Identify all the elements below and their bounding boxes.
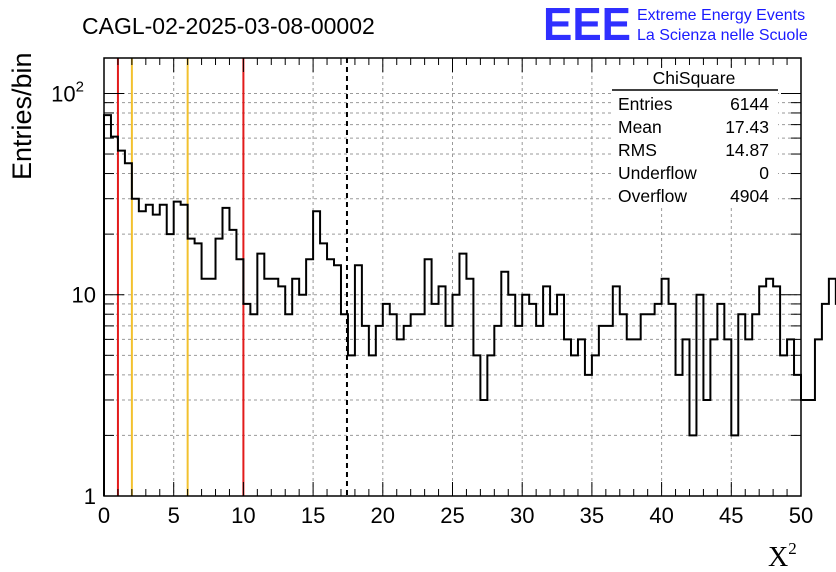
- stats-value: 0: [759, 163, 769, 183]
- stats-value: 6144: [730, 94, 769, 114]
- x-tick-label: 20: [371, 503, 395, 528]
- stats-value: 14.87: [725, 140, 769, 160]
- x-tick-label: 5: [168, 503, 180, 528]
- stats-label: Underflow: [618, 163, 697, 183]
- logo-mark: EEE: [543, 0, 631, 50]
- x-axis-label: X2: [768, 539, 797, 572]
- x-tick-label: 30: [510, 503, 534, 528]
- stats-label: Mean: [618, 117, 662, 137]
- x-tick-label: 15: [301, 503, 325, 528]
- axis-ticks: [103, 58, 802, 497]
- y-tick-label: 10: [72, 283, 96, 308]
- chart-title: CAGL-02-2025-03-08-00002: [82, 13, 375, 39]
- tick-labels: 0 5 10 15 20 25 30 35 40 45 50 1 10 102: [51, 78, 813, 528]
- x-tick-label: 10: [231, 503, 255, 528]
- stats-rows: Entries 6144 Mean 17.43 RMS 14.87 Underflow 0 Ov…: [618, 94, 769, 206]
- x-axis-label-base: X: [768, 542, 788, 572]
- x-tick-label: 0: [98, 503, 110, 528]
- eee-logo: EEE Extreme Energy Events La Scienza nel…: [543, 0, 808, 50]
- logo-line-2: La Scienza nelle Scuole: [637, 27, 808, 44]
- stats-label: RMS: [618, 140, 657, 160]
- stats-title: ChiSquare: [653, 68, 736, 88]
- stats-box-bg: [612, 68, 778, 208]
- stats-box: ChiSquare Entries 6144 Mean 17.43 RMS 14.87 Un…: [612, 68, 778, 208]
- x-tick-label: 35: [580, 503, 604, 528]
- x-tick-label: 40: [649, 503, 673, 528]
- y-tick-label: 102: [51, 78, 84, 106]
- stats-label: Overflow: [618, 186, 687, 206]
- stats-label: Entries: [618, 94, 673, 114]
- y-tick-label: 1: [84, 484, 96, 509]
- stats-value: 17.43: [725, 117, 769, 137]
- x-axis-label-sup: 2: [788, 539, 797, 558]
- y-axis-label: Entries/bin: [7, 52, 37, 180]
- stats-value: 4904: [730, 186, 769, 206]
- x-tick-label: 50: [789, 503, 813, 528]
- x-tick-label: 45: [719, 503, 743, 528]
- x-tick-label: 25: [440, 503, 464, 528]
- logo-line-1: Extreme Energy Events: [637, 7, 805, 24]
